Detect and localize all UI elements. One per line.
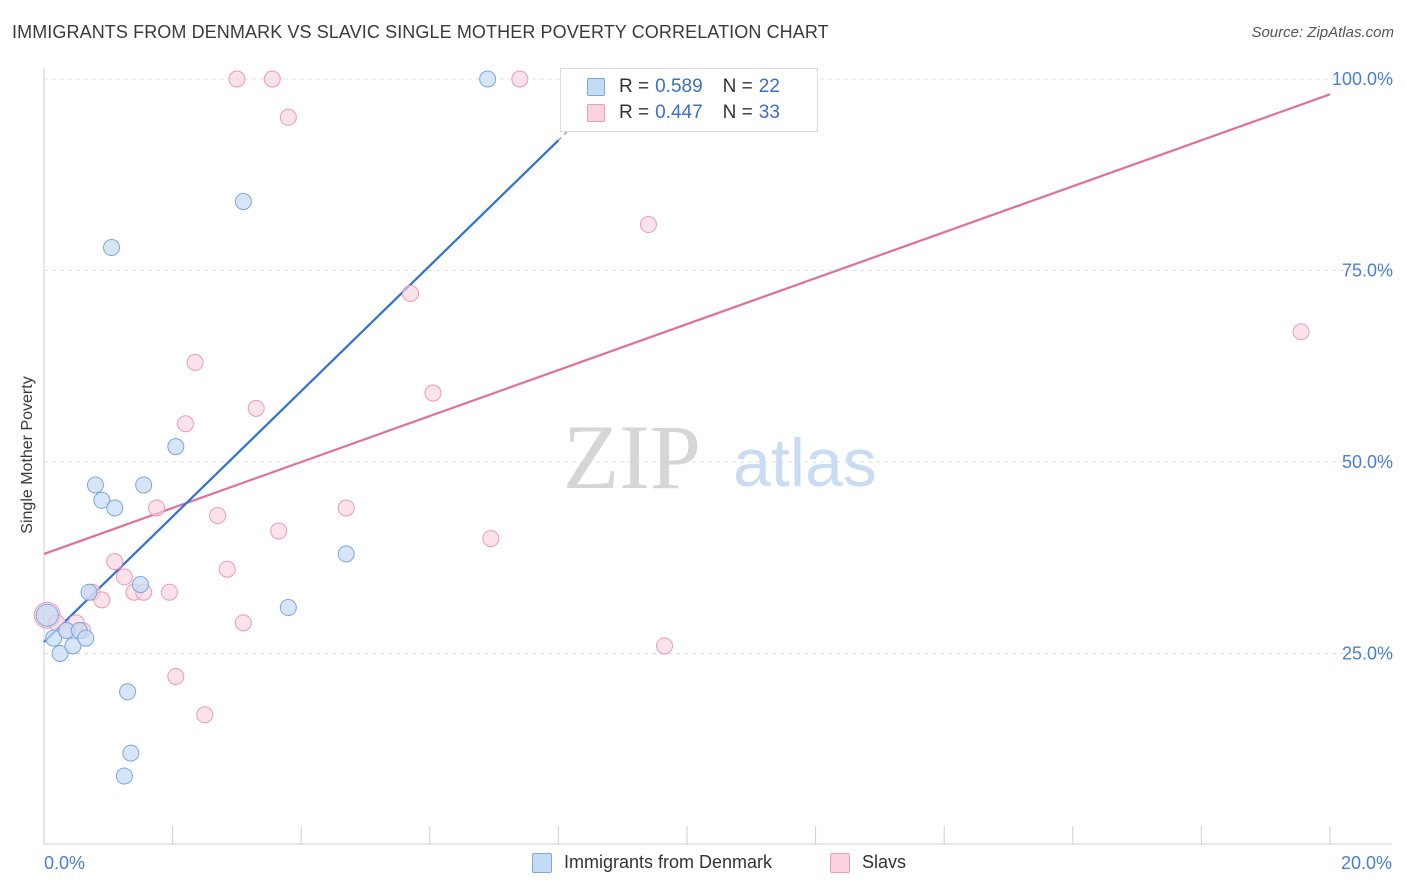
trend-lines bbox=[43, 82, 1331, 643]
point-denmark bbox=[119, 683, 137, 701]
point-denmark bbox=[115, 767, 133, 785]
point-denmark bbox=[77, 629, 95, 647]
point-slavs bbox=[106, 553, 124, 571]
correlation-legend: R = 0.589 N = 22 R = 0.447 N = 33 bbox=[560, 68, 818, 132]
legend-row-denmark: R = 0.589 N = 22 bbox=[587, 75, 780, 99]
point-slavs bbox=[655, 637, 673, 655]
point-denmark bbox=[234, 193, 252, 211]
legend-n-value: 22 bbox=[758, 76, 780, 97]
point-denmark bbox=[122, 744, 140, 762]
point-slavs bbox=[270, 522, 288, 540]
y-tick-label: 100.0% bbox=[1332, 69, 1393, 89]
legend-swatch-pink bbox=[830, 852, 850, 873]
x-tick-label: 0.0% bbox=[44, 853, 85, 873]
point-denmark bbox=[80, 583, 98, 601]
y-tick-label: 75.0% bbox=[1342, 261, 1393, 281]
point-denmark bbox=[64, 637, 82, 655]
y-tick-label: 50.0% bbox=[1342, 452, 1393, 472]
point-slavs bbox=[160, 583, 178, 601]
point-slavs bbox=[209, 507, 227, 525]
point-slavs bbox=[167, 667, 185, 685]
point-denmark bbox=[103, 239, 121, 257]
point-slavs bbox=[228, 70, 246, 88]
tick-labels: 25.0% 50.0% 75.0% 100.0% 0.0% 20.0% bbox=[44, 69, 1393, 873]
grid-lines bbox=[44, 78, 1392, 654]
point-slavs bbox=[279, 108, 297, 126]
point-denmark bbox=[86, 476, 104, 494]
source-label: Source: ZipAtlas.com bbox=[1251, 24, 1394, 41]
point-slavs bbox=[148, 499, 166, 517]
point-slavs bbox=[639, 216, 657, 234]
legend-r-label: R = bbox=[619, 76, 650, 97]
data-points bbox=[33, 70, 1310, 785]
legend-row-slavs: R = 0.447 N = 33 bbox=[587, 101, 780, 125]
point-denmark bbox=[135, 476, 153, 494]
point-denmark bbox=[337, 545, 355, 563]
legend-r-value: 0.447 bbox=[655, 102, 703, 123]
point-denmark bbox=[51, 645, 69, 662]
legend-n-value: 33 bbox=[758, 102, 780, 123]
point-denmark bbox=[479, 70, 497, 88]
y-tick-label: 25.0% bbox=[1342, 644, 1393, 664]
point-denmark bbox=[93, 491, 111, 509]
point-slavs bbox=[482, 530, 500, 548]
watermark: ZIP atlas bbox=[563, 406, 877, 508]
point-slavs bbox=[196, 706, 214, 724]
point-slavs bbox=[247, 399, 265, 417]
point-slavs bbox=[93, 591, 111, 609]
point-slavs bbox=[1292, 323, 1310, 341]
point-denmark bbox=[167, 438, 185, 456]
watermark-atlas: atlas bbox=[733, 425, 877, 501]
series-legend: Immigrants from Denmark Slavs bbox=[0, 852, 1406, 878]
legend-swatch-pink bbox=[587, 104, 605, 122]
legend-label-denmark: Immigrants from Denmark bbox=[564, 852, 773, 872]
chart-title: IMMIGRANTS FROM DENMARK VS SLAVIC SINGLE… bbox=[12, 22, 829, 42]
legend-item-slavs[interactable]: Slavs bbox=[830, 852, 906, 873]
point-denmark bbox=[131, 576, 149, 594]
legend-r-label: R = bbox=[619, 102, 650, 123]
point-slavs bbox=[511, 70, 529, 88]
legend-n-label: N = bbox=[722, 76, 753, 97]
point-slavs bbox=[424, 384, 442, 402]
legend-swatch-blue bbox=[587, 78, 605, 96]
point-slavs bbox=[234, 614, 252, 632]
trend-line-denmark bbox=[43, 139, 560, 643]
point-slavs bbox=[263, 70, 281, 88]
legend-swatch-blue bbox=[532, 852, 552, 873]
point-denmark bbox=[106, 499, 124, 517]
point-slavs bbox=[115, 568, 133, 586]
watermark-zip: ZIP bbox=[563, 406, 701, 508]
axes bbox=[43, 68, 1392, 845]
point-denmark bbox=[279, 599, 297, 617]
point-slavs bbox=[218, 560, 236, 578]
x-tick-label: 20.0% bbox=[1341, 853, 1392, 873]
trend-line-slavs bbox=[43, 93, 1331, 555]
legend-label-slavs: Slavs bbox=[862, 852, 907, 872]
legend-r-value: 0.589 bbox=[655, 76, 703, 97]
legend-n-label: N = bbox=[722, 102, 753, 123]
legend-item-denmark[interactable]: Immigrants from Denmark bbox=[532, 852, 772, 873]
point-denmark bbox=[45, 629, 63, 647]
point-slavs bbox=[186, 353, 204, 371]
point-slavs bbox=[402, 284, 420, 302]
point-slavs bbox=[337, 499, 355, 517]
point-slavs bbox=[176, 415, 194, 433]
point-denmark bbox=[35, 603, 59, 627]
